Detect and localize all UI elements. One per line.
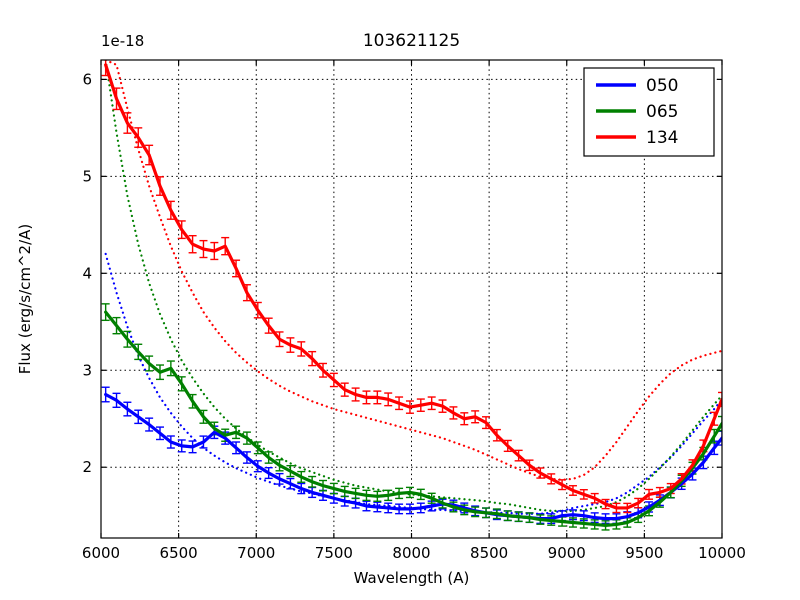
legend-label-050[interactable]: 050 [646, 76, 678, 96]
x-tick-label: 7000 [237, 544, 275, 562]
x-tick-label: 6500 [160, 544, 198, 562]
data-series-lines [104, 63, 722, 527]
y-tick-label: 3 [82, 361, 92, 379]
x-tick-label: 8500 [470, 544, 508, 562]
x-tick-label: 7500 [315, 544, 353, 562]
plot-title: 103621125 [363, 31, 460, 51]
legend-label-134[interactable]: 134 [646, 128, 678, 148]
y-tick-label: 2 [82, 458, 92, 476]
y-axis-offset-label: 1e-18 [101, 32, 144, 50]
legend[interactable]: 050 065 134 [583, 67, 715, 157]
x-tick-label: 9500 [625, 544, 663, 562]
grid-lines [101, 60, 723, 538]
series-line-065 [104, 310, 722, 527]
legend-label-065[interactable]: 065 [646, 102, 678, 122]
y-axis-title: Flux (erg/s/cm^2/A) [16, 224, 34, 375]
y-tick-label: 4 [82, 264, 92, 282]
x-tick-label: 10000 [698, 544, 746, 562]
axis-tick-labels: 6000 6500 7000 7500 8000 8500 9000 9500 10000 2 3 4… [82, 70, 746, 562]
x-tick-label: 6000 [82, 544, 120, 562]
x-tick-label: 9000 [548, 544, 586, 562]
x-axis-title: Wavelength (A) [354, 569, 470, 587]
series-line-134 [104, 63, 722, 510]
y-tick-label: 6 [82, 70, 92, 88]
series-line-050 [104, 392, 722, 521]
y-tick-label: 5 [82, 167, 92, 185]
x-tick-label: 8000 [392, 544, 430, 562]
axis-ticks [100, 60, 723, 538]
reference-curve-134-model [104, 60, 722, 481]
